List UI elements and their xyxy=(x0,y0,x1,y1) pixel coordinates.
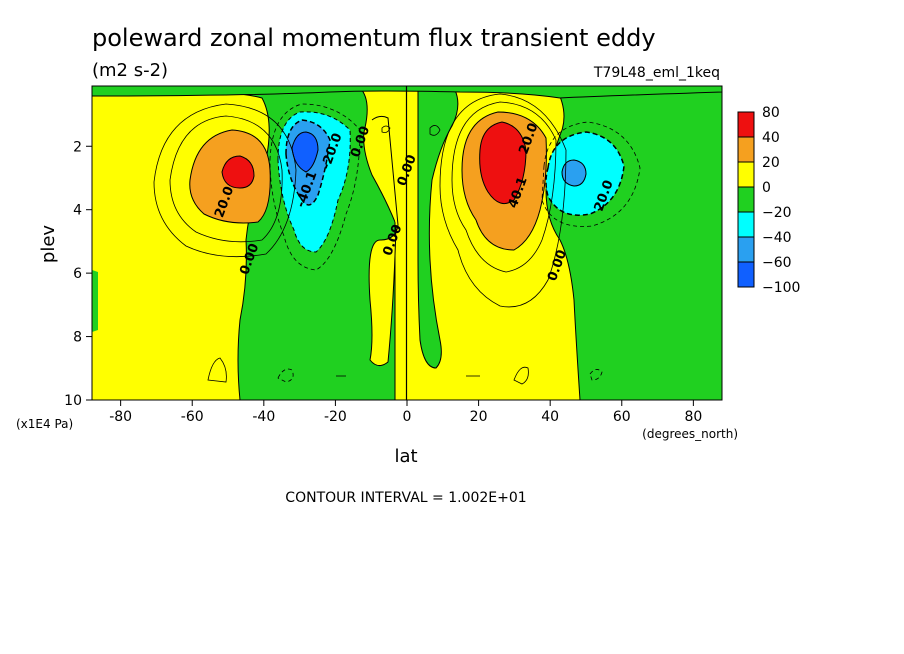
x-tick-label: 40 xyxy=(541,409,559,425)
y-tick-label: 10 xyxy=(64,393,82,409)
contour-line-sh-5 xyxy=(153,103,297,258)
chart-units: (m2 s-2) xyxy=(92,60,168,81)
x-tick-label: 60 xyxy=(613,409,631,425)
positive-region-equator xyxy=(368,115,399,366)
contour-line-nh-10 xyxy=(451,101,557,273)
contour-lines xyxy=(153,93,641,385)
colorbar-label: −60 xyxy=(762,255,792,271)
contour-line-eq-north xyxy=(381,125,391,133)
x-tick-label: 20 xyxy=(470,409,488,425)
x-axis-units: (degrees_north) xyxy=(642,427,738,441)
positive-max-north-40 xyxy=(479,121,527,205)
x-tick-label: -60 xyxy=(181,409,204,425)
colorbar-label: 80 xyxy=(762,105,780,121)
contour-line-nh-5 xyxy=(439,93,567,308)
y-tick-label: 2 xyxy=(73,139,82,155)
colorbar-swatch xyxy=(737,161,755,188)
contour-line-nh-neg-5 xyxy=(541,121,641,227)
chart-title: poleward zonal momentum flux transient e… xyxy=(92,24,656,52)
x-tick-label: -40 xyxy=(252,409,275,425)
colorbar-label: 40 xyxy=(762,130,780,146)
x-axis: -80 -60 -40 -20 0 20 40 60 80 xyxy=(109,400,702,425)
colorbar-swatch xyxy=(737,211,755,238)
negative-region-equator xyxy=(417,87,459,369)
contour-line-sh-10 xyxy=(169,115,283,243)
contour-line-bottom-3 xyxy=(513,366,529,385)
colorbar-label: −100 xyxy=(762,280,800,296)
contour-line-bottom-4 xyxy=(589,369,603,381)
x-tick-label: -20 xyxy=(324,409,347,425)
contour-line-eq-south xyxy=(429,125,441,136)
colorbar-swatch xyxy=(737,111,755,138)
contour-line-bottom-1 xyxy=(207,357,227,383)
contour-field xyxy=(92,86,722,400)
negative-region-left xyxy=(92,270,98,332)
x-tick-label: -80 xyxy=(109,409,132,425)
contour-interval: CONTOUR INTERVAL = 1.002E+01 xyxy=(285,490,526,506)
y-tick-label: 6 xyxy=(73,266,82,282)
positive-max-south-40 xyxy=(221,155,255,189)
colorbar-label: 20 xyxy=(762,155,780,171)
negative-max-south-60 xyxy=(291,131,319,173)
colorbar-swatch xyxy=(737,261,755,288)
colorbar-label: −20 xyxy=(762,205,792,221)
colorbar-swatch xyxy=(737,236,755,263)
colorbar-swatch xyxy=(737,186,755,213)
colorbar-label: −40 xyxy=(762,230,792,246)
y-tick-label: 8 xyxy=(73,330,82,346)
colorbar-swatch xyxy=(737,136,755,163)
contour-line-bottom-2 xyxy=(277,368,294,383)
colorbar: 80 40 20 0 −20 −40 −60 −100 xyxy=(737,105,800,296)
x-axis-label: lat xyxy=(394,446,417,467)
negative-max-north-40 xyxy=(561,159,587,187)
x-tick-label: 0 xyxy=(403,409,412,425)
colorbar-label: 0 xyxy=(762,180,771,196)
y-axis-units: (x1E4 Pa) xyxy=(16,417,73,431)
y-tick-label: 4 xyxy=(73,203,82,219)
contour-line-sh-neg-5 xyxy=(269,103,361,271)
y-axis-label: plev xyxy=(38,225,59,264)
negative-region-top xyxy=(92,86,722,99)
run-label: T79L48_eml_1keq xyxy=(593,65,720,81)
x-tick-label: 80 xyxy=(684,409,702,425)
y-axis: 2 4 6 8 10 xyxy=(64,139,92,409)
